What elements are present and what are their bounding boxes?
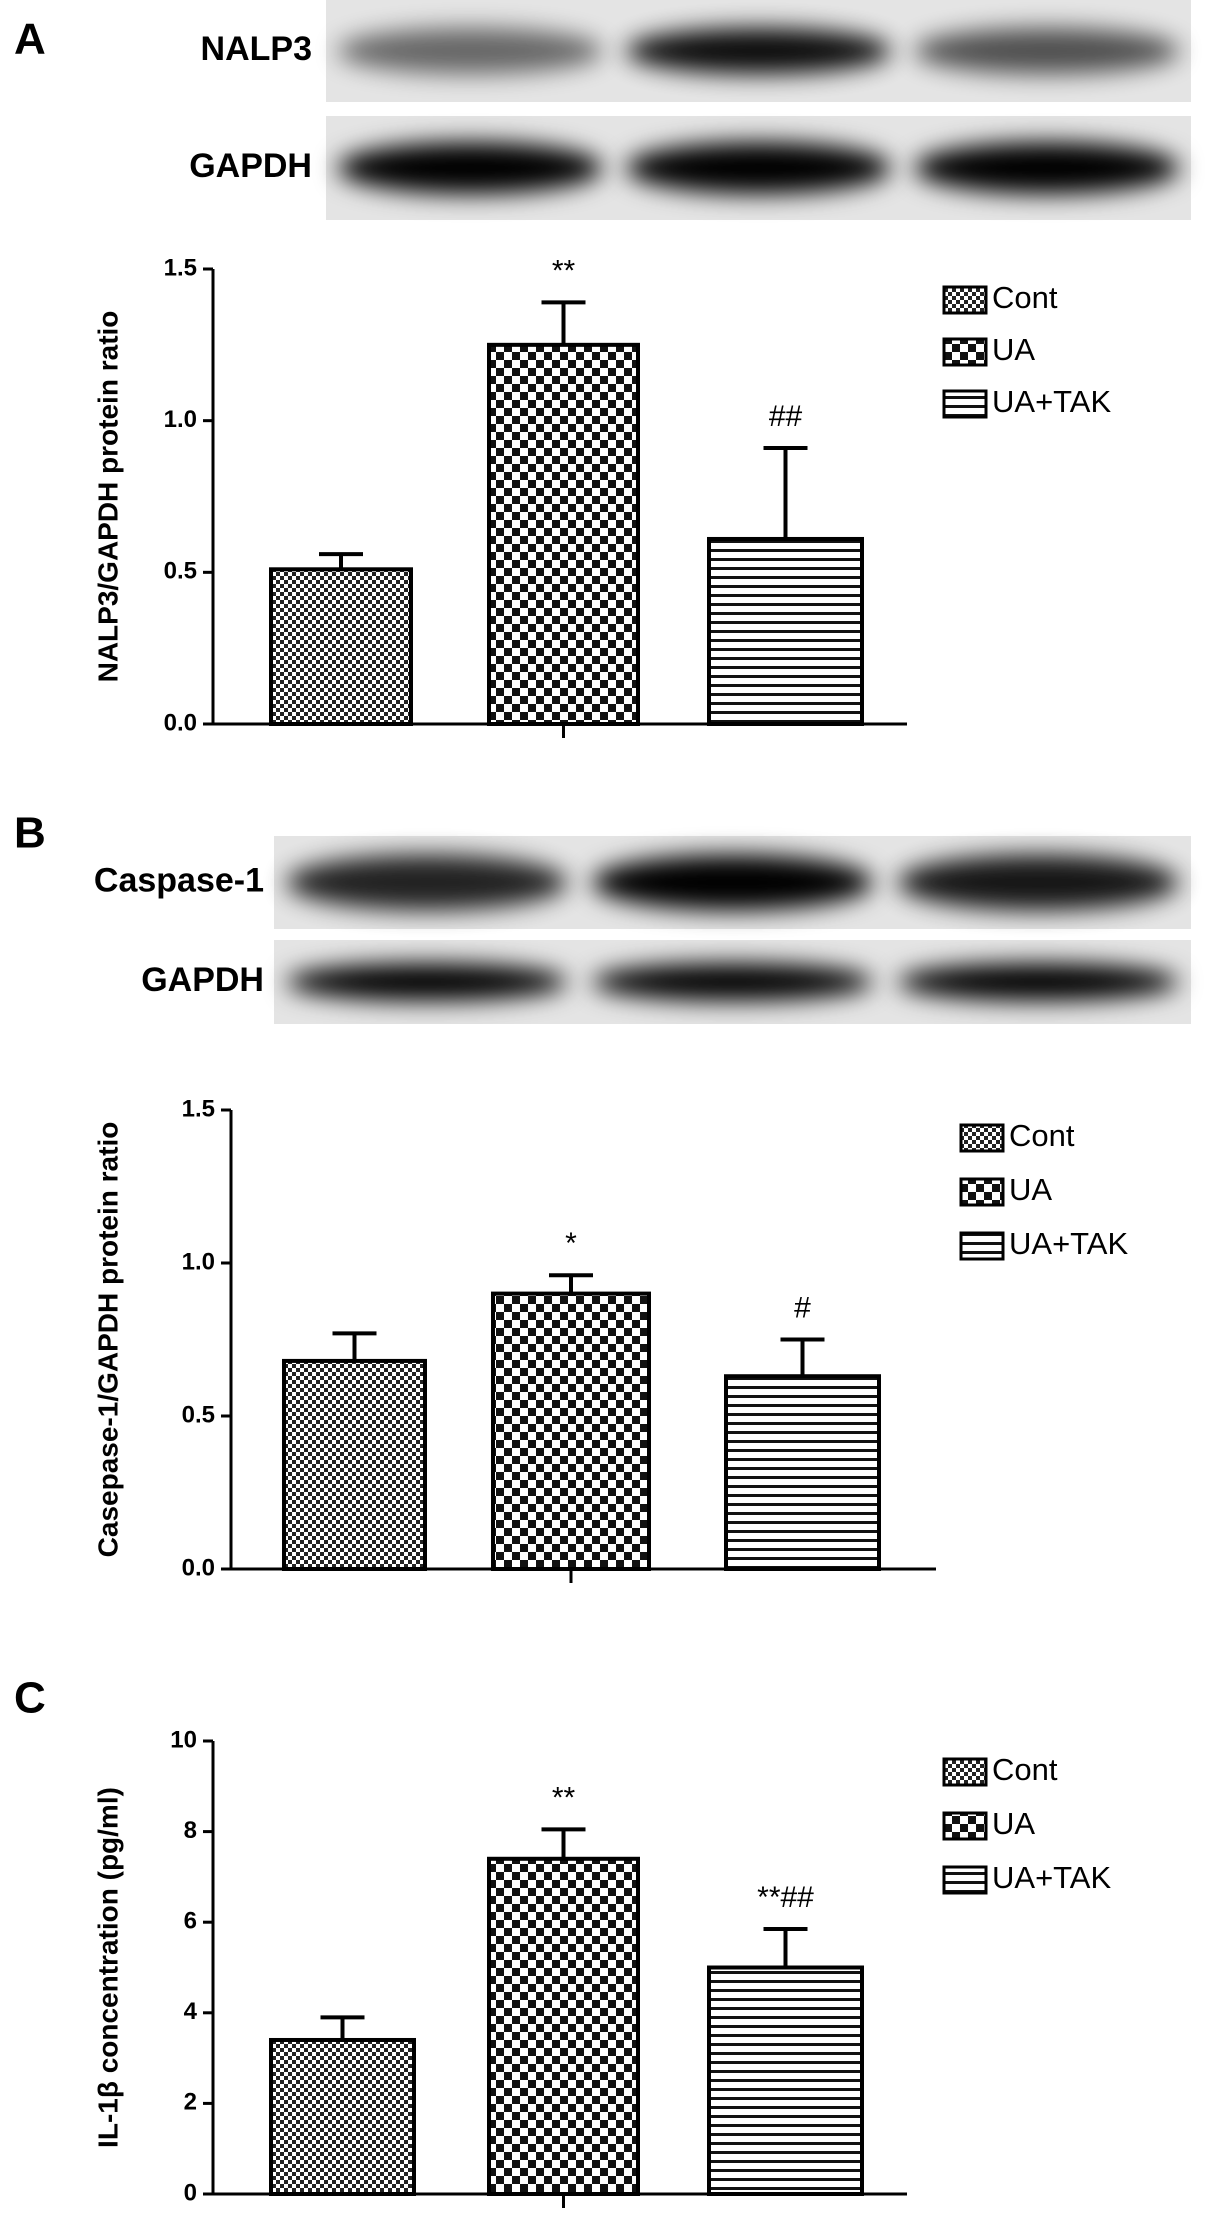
bar [724, 1374, 881, 1571]
blot-band [897, 854, 1179, 911]
blot-label: Caspase-1 [94, 861, 264, 899]
blot-label: GAPDH [141, 961, 264, 999]
y-axis-label: NALP3/GAPDH protein ratio [92, 311, 123, 683]
blot-band [591, 963, 874, 1001]
blot-band [625, 28, 892, 74]
y-tick-label: 0.5 [164, 558, 197, 585]
y-tick-label: 1.5 [164, 254, 197, 281]
significance-label: ** [552, 254, 576, 287]
blot-band [914, 28, 1180, 74]
legend-swatch [959, 1123, 1005, 1153]
legend-label: UA+TAK [1009, 1226, 1128, 1261]
legend-label: UA+TAK [992, 384, 1111, 419]
panel-label: C [14, 1674, 46, 1723]
legend-label: UA [1009, 1172, 1052, 1207]
legend-label: UA [992, 332, 1035, 367]
blot-label: NALP3 [201, 30, 312, 68]
bar [487, 1856, 640, 2197]
y-tick-label: 2 [184, 2089, 197, 2116]
legend-label: Cont [992, 1752, 1058, 1787]
legend-swatch [942, 389, 988, 419]
significance-label: ** [552, 1781, 576, 1814]
legend-swatch [942, 1865, 988, 1895]
blot-band [286, 963, 568, 1001]
y-tick-label: 1.0 [164, 406, 197, 433]
blot-band [337, 142, 603, 194]
bar [491, 1291, 651, 1571]
blot-band [914, 142, 1180, 194]
y-tick-label: 8 [184, 1817, 197, 1844]
y-axis-label: Casepase-1/GAPDH protein ratio [92, 1122, 123, 1558]
y-tick-label: 0 [184, 2179, 197, 2206]
blot-label: GAPDH [189, 147, 312, 185]
blot-band [286, 854, 568, 911]
legend-label: UA+TAK [992, 1860, 1111, 1895]
significance-label: # [794, 1291, 811, 1324]
legend-swatch [942, 337, 988, 367]
legend-label: Cont [992, 280, 1058, 315]
bar [707, 1965, 864, 2196]
legend-label: Cont [1009, 1118, 1075, 1153]
y-tick-label: 0.0 [164, 709, 197, 736]
significance-label: ## [769, 400, 803, 433]
y-tick-label: 1.5 [182, 1095, 215, 1122]
y-tick-label: 6 [184, 1908, 197, 1935]
legend-swatch [942, 1811, 988, 1841]
legend-swatch [959, 1231, 1005, 1261]
legend-label: UA [992, 1806, 1035, 1841]
bar [487, 342, 640, 726]
blot-band [897, 963, 1179, 1001]
panel-label: A [14, 15, 46, 64]
y-tick-label: 0.0 [182, 1554, 215, 1581]
panel-label: B [14, 809, 46, 858]
bar [269, 2037, 416, 2196]
bar [707, 536, 864, 727]
significance-label: * [565, 1227, 577, 1260]
legend-swatch [942, 1757, 988, 1787]
y-axis-label: IL-1β concentration (pg/ml) [92, 1787, 123, 2148]
bar [269, 567, 413, 726]
legend-swatch [959, 1177, 1005, 1207]
y-tick-label: 4 [184, 1998, 198, 2025]
significance-label: **## [757, 1881, 814, 1914]
bar [282, 1358, 427, 1572]
y-tick-label: 10 [170, 1726, 197, 1753]
y-tick-label: 1.0 [182, 1248, 215, 1275]
blot-band [591, 854, 874, 911]
legend-swatch [942, 285, 988, 315]
blot-band [337, 28, 603, 74]
y-tick-label: 0.5 [182, 1401, 215, 1428]
blot-band [625, 142, 892, 194]
